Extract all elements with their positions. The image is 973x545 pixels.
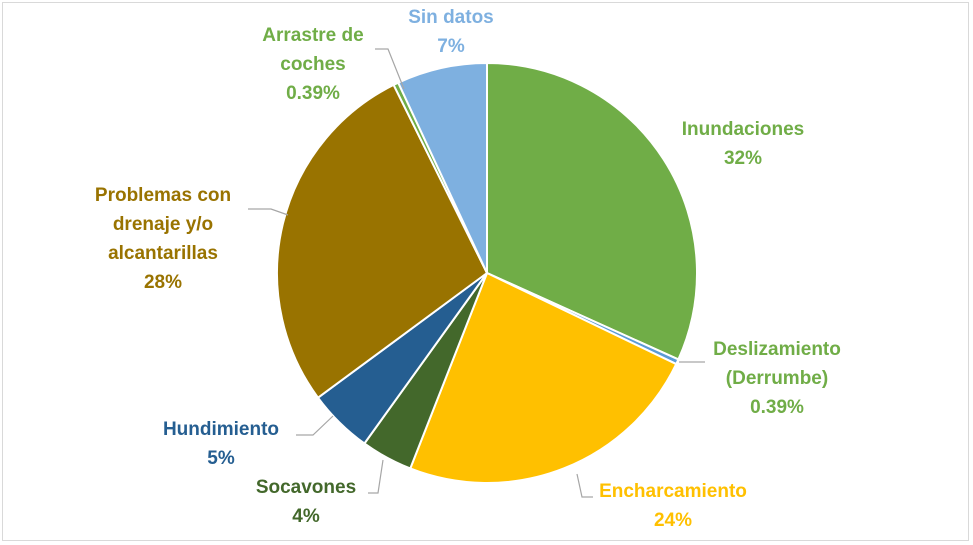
data-label-category: Problemas con xyxy=(95,185,231,206)
data-label-value: 7% xyxy=(437,36,465,57)
data-label-category: coches xyxy=(280,54,345,75)
leader-line-problemas-con-drenaje-y-o-alcantarillas xyxy=(248,208,289,216)
data-label-value: 24% xyxy=(654,510,692,531)
pie-chart: Inundaciones 32% Deslizamiento (Derrumbe) 0.… xyxy=(95,7,841,531)
data-labels: Inundaciones 32% Deslizamiento (Derrumbe) 0.… xyxy=(95,7,841,531)
data-label-category: alcantarillas xyxy=(108,243,218,264)
data-label-value: 5% xyxy=(207,448,235,469)
data-label-category: Encharcamiento xyxy=(599,481,747,502)
data-label-deslizamiento-derrumbe: Deslizamiento (Derrumbe) 0.39% xyxy=(713,339,841,418)
data-label-sin-datos: Sin datos 7% xyxy=(408,7,494,57)
leader-line-socavones xyxy=(368,459,384,494)
data-label-value: 4% xyxy=(292,506,320,527)
data-label-value: 28% xyxy=(144,272,182,293)
data-label-category: (Derrumbe) xyxy=(726,368,828,389)
data-label-category: Arrastre de xyxy=(262,25,363,46)
data-label-category: Sin datos xyxy=(408,7,494,28)
data-label-problemas-con-drenaje-y-o-alcantarillas: Problemas con drenaje y/o alcantarillas 28% xyxy=(95,185,231,293)
data-label-value: 32% xyxy=(724,148,762,169)
pie-slice-problemas-con-drenaje-y-o-alcantarillas xyxy=(276,83,488,399)
data-label-category: Inundaciones xyxy=(682,119,804,140)
leader-line-hundimiento xyxy=(296,415,334,436)
data-label-value: 0.39% xyxy=(750,397,804,418)
pie-slice-sin-datos xyxy=(397,62,488,274)
data-label-socavones: Socavones 4% xyxy=(256,477,356,527)
data-label-value: 0.39% xyxy=(286,83,340,104)
data-label-category: Hundimiento xyxy=(163,419,279,440)
pie-slices xyxy=(276,62,698,484)
leader-line-encharcamiento xyxy=(576,473,593,498)
data-label-category: Deslizamiento xyxy=(713,339,841,360)
data-label-category: Socavones xyxy=(256,477,356,498)
pie-slice-encharcamiento xyxy=(409,272,678,484)
data-label-category: drenaje y/o xyxy=(113,214,213,235)
leader-line-arrastre-de-coches xyxy=(375,48,405,90)
data-label-arrastre-de-coches: Arrastre de coches 0.39% xyxy=(262,25,363,104)
data-label-hundimiento: Hundimiento 5% xyxy=(163,419,279,469)
data-label-inundaciones: Inundaciones 32% xyxy=(682,119,804,169)
pie-slice-inundaciones xyxy=(486,62,698,361)
data-label-encharcamiento: Encharcamiento 24% xyxy=(599,481,747,531)
